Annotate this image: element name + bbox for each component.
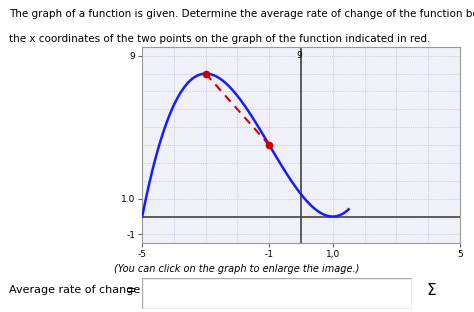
Text: the x coordinates of the two points on the graph of the function indicated in re: the x coordinates of the two points on t… xyxy=(9,34,431,44)
FancyBboxPatch shape xyxy=(142,278,412,309)
Text: Σ: Σ xyxy=(427,283,436,298)
Text: The graph of a function is given. Determine the average rate of change of the fu: The graph of a function is given. Determ… xyxy=(9,9,474,19)
Text: (You can click on the graph to enlarge the image.): (You can click on the graph to enlarge t… xyxy=(114,264,360,274)
Text: Average rate of change: Average rate of change xyxy=(9,285,141,295)
Text: 9: 9 xyxy=(296,51,301,60)
Text: =: = xyxy=(126,284,136,297)
